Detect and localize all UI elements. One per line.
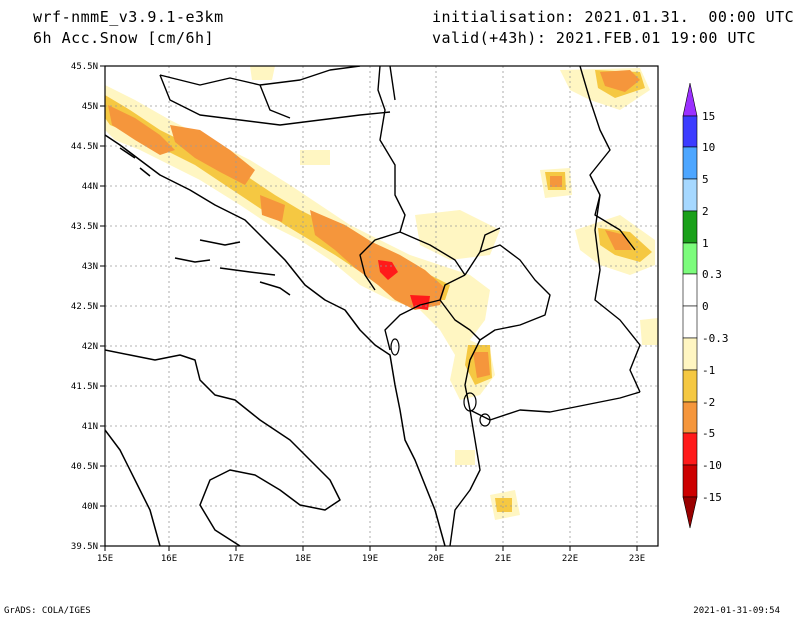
- colorbar-segment: [682, 401, 698, 434]
- colorbar-segment: [682, 242, 698, 275]
- colorbar-segment: [682, 432, 698, 466]
- colorbar-segment: [682, 210, 698, 244]
- lon-label-15e: 15E: [97, 554, 113, 564]
- lat-label-41n: 41N: [82, 422, 98, 432]
- colorbar-label: -10: [702, 459, 722, 472]
- lat-label-44-5n: 44.5N: [71, 142, 98, 152]
- colorbar: 15 10 5 2 1 0.3 0 -0.3 -1 -2 -5 -10 -15: [682, 82, 729, 529]
- colorbar-label: 10: [702, 141, 715, 154]
- lat-label-42n: 42N: [82, 342, 98, 352]
- colorbar-segment: [682, 369, 698, 403]
- colorbar-label: -15: [702, 491, 722, 504]
- lakes: [390, 338, 491, 427]
- colorbar-bottom-triangle: [682, 496, 698, 529]
- model-label: wrf-nmmE_v3.9.1-e3km: [33, 8, 224, 26]
- colorbar-label: 1: [702, 237, 709, 250]
- lon-label-17e: 17E: [228, 554, 244, 564]
- colorbar-label: 0.3: [702, 268, 722, 281]
- colorbar-segment: [682, 178, 698, 212]
- colorbar-label: 2: [702, 205, 709, 218]
- lon-label-22e: 22E: [562, 554, 578, 564]
- valid-time-label: valid(+43h): 2021.FEB.01 19:00 UTC: [432, 29, 757, 47]
- colorbar-segment: [682, 337, 698, 371]
- colorbar-label: -2: [702, 396, 715, 409]
- colorbar-segment: [682, 115, 698, 148]
- map-plot-area: [105, 66, 658, 546]
- lat-label-42-5n: 42.5N: [71, 302, 98, 312]
- variable-label: 6h Acc.Snow [cm/6h]: [33, 29, 215, 47]
- lat-label-39-5n: 39.5N: [71, 542, 98, 552]
- colorbar-label: -0.3: [702, 332, 729, 345]
- colorbar-label: 15: [702, 110, 715, 123]
- initialisation-label: initialisation: 2021.01.31. 00:00 UTC: [432, 8, 795, 26]
- lat-label-45-5n: 45.5N: [71, 62, 98, 72]
- colorbar-segment: [682, 273, 698, 307]
- lat-label-43-5n: 43.5N: [71, 222, 98, 232]
- lat-label-45n: 45N: [82, 102, 98, 112]
- lon-label-16e: 16E: [161, 554, 177, 564]
- lon-label-18e: 18E: [295, 554, 311, 564]
- snow-shade-orange: [108, 70, 640, 378]
- lat-label-43n: 43N: [82, 262, 98, 272]
- lon-label-19e: 19E: [362, 554, 378, 564]
- lat-label-40-5n: 40.5N: [71, 462, 98, 472]
- graticule: [105, 66, 658, 546]
- colorbar-segment: [682, 305, 698, 339]
- colorbar-segment: [682, 464, 698, 498]
- lat-label-41-5n: 41.5N: [71, 382, 98, 392]
- timestamp-label: 2021-01-31-09:54: [693, 606, 780, 616]
- colorbar-label: -1: [702, 364, 715, 377]
- colorbar-label: 5: [702, 173, 709, 186]
- colorbar-segment: [682, 146, 698, 180]
- colorbar-label: 0: [702, 300, 709, 313]
- lon-label-20e: 20E: [428, 554, 444, 564]
- coastlines: [105, 134, 446, 546]
- credit-label: GrADS: COLA/IGES: [4, 606, 91, 616]
- latitude-labels: 45.5N 45N 44.5N 44N 43.5N 43N 42.5N 42N …: [71, 62, 98, 552]
- colorbar-label: -5: [702, 427, 715, 440]
- axis-ticks: [100, 65, 638, 551]
- lat-label-44n: 44N: [82, 182, 98, 192]
- lon-label-23e: 23E: [629, 554, 645, 564]
- longitude-labels: 15E 16E 17E 18E 19E 20E 21E 22E 23E: [97, 554, 645, 564]
- colorbar-top-triangle: [682, 82, 698, 117]
- lat-label-40n: 40N: [82, 502, 98, 512]
- lon-label-21e: 21E: [495, 554, 511, 564]
- country-borders: [159, 66, 641, 546]
